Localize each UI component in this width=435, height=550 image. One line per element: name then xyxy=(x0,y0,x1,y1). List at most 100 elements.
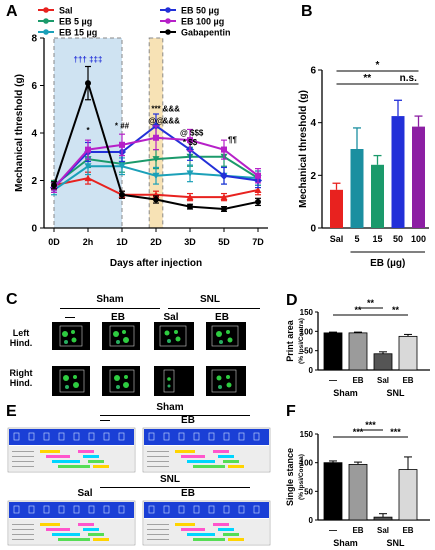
panel-e-col-4: EB xyxy=(181,488,195,499)
screen-timeline-band xyxy=(40,450,60,453)
screen-print-box xyxy=(163,505,170,514)
data-point xyxy=(221,146,227,153)
x-tick-label: — xyxy=(329,376,337,385)
bar-2 xyxy=(348,463,368,521)
annotation-9: * $$ xyxy=(183,138,198,147)
screen-timeline-band xyxy=(228,465,244,468)
data-point xyxy=(220,193,228,201)
panel-e-sham-line xyxy=(100,415,250,416)
bar-5 xyxy=(412,126,425,228)
annotation-3: * ## xyxy=(115,121,130,130)
annotation-6: @@ xyxy=(148,117,164,126)
screen-footprint-strip xyxy=(9,502,134,518)
x-tick-label: 2D xyxy=(150,237,162,247)
data-point xyxy=(119,141,125,148)
legend-swatch-marker xyxy=(165,18,171,24)
significance-label: ** xyxy=(367,298,375,308)
bar-4 xyxy=(398,335,418,371)
group-label: EB (µg) xyxy=(370,258,405,269)
gait-screen-sham-2 xyxy=(142,427,271,473)
screen-timeline-band xyxy=(228,538,244,541)
screen-timeline-band xyxy=(93,465,109,468)
screen-print-box xyxy=(58,432,65,441)
x-tick-label: 50 xyxy=(393,234,403,244)
x-tick-label: 2h xyxy=(83,237,94,247)
bar-3 xyxy=(373,516,393,521)
screen-print-box xyxy=(208,505,215,514)
y-tick-label: 0 xyxy=(31,224,37,235)
panel-e-screens-svg xyxy=(7,427,271,546)
legend-item-3: EB 15 µg xyxy=(38,28,97,38)
screen-print-box xyxy=(118,432,125,441)
screen-timeline-band xyxy=(83,455,99,458)
panel-e-group-sham: Sham xyxy=(156,402,184,413)
screen-print-box xyxy=(43,505,50,514)
annotation-4: *** xyxy=(151,105,161,114)
screen-print-box xyxy=(223,432,230,441)
y-tick-label: 2 xyxy=(31,176,37,187)
y-tick-label: 2 xyxy=(310,171,316,182)
legend-label: EB 100 µg xyxy=(181,17,224,27)
bar-4 xyxy=(391,116,405,228)
screen-timeline-band xyxy=(218,455,234,458)
y-tick-label: 4 xyxy=(31,129,37,140)
bar-1 xyxy=(323,462,343,521)
screen-timeline-band xyxy=(46,455,70,458)
screen-print-box xyxy=(58,505,65,514)
footprint-tile-sham-1-left xyxy=(52,322,90,350)
panel-e-group-snl: SNL xyxy=(160,474,180,485)
screen-print-box xyxy=(28,432,35,441)
y-tick-label: 4 xyxy=(310,118,316,129)
bar-3 xyxy=(371,164,384,228)
shaded-region-1 xyxy=(53,37,123,229)
screen-timeline-band xyxy=(213,450,229,453)
legend-item-4: EB 50 µg xyxy=(160,6,219,16)
screen-footprint-strip xyxy=(144,429,269,445)
screen-timeline-band xyxy=(58,465,90,468)
legend-label: EB 15 µg xyxy=(59,28,97,38)
x-tick-label: 100 xyxy=(411,234,426,244)
data-point xyxy=(85,80,91,87)
screen-print-box xyxy=(253,432,260,441)
footprint-tile-sham-2-left xyxy=(102,322,140,350)
panel-c-col-2: EB xyxy=(111,312,125,323)
panel-c-col-1: — xyxy=(65,312,75,323)
x-tick-label: 5 xyxy=(354,234,359,244)
y-tick-label: 0 xyxy=(309,366,314,375)
panel-c-sham-line xyxy=(60,308,160,309)
annotation-7: &&& xyxy=(163,117,181,126)
screen-timeline-band xyxy=(223,460,239,463)
screen-timeline-band xyxy=(78,450,94,453)
screen-print-box xyxy=(223,505,230,514)
data-point xyxy=(186,193,194,201)
y-axis-unit: (% Ipsi/Contra) xyxy=(298,318,305,364)
x-tick-label: EB xyxy=(402,526,413,535)
panel-e-gait-screens: Sham — EB SNL Sal EB xyxy=(0,402,282,550)
y-tick-label: 6 xyxy=(31,81,37,92)
screen-timeline-band xyxy=(181,455,205,458)
screen-print-box xyxy=(88,505,95,514)
panel-c-group-sham: Sham xyxy=(96,294,124,305)
x-axis-title: Days after injection xyxy=(110,258,202,269)
screen-timeline-band xyxy=(52,460,80,463)
group-label-1: Sham xyxy=(333,538,358,548)
screen-print-box xyxy=(163,432,170,441)
screen-timeline-band xyxy=(40,523,60,526)
screen-print-box xyxy=(103,505,110,514)
screen-timeline-band xyxy=(187,460,215,463)
screen-print-box xyxy=(148,505,155,514)
legend-swatch-marker xyxy=(165,7,171,13)
screen-print-box xyxy=(178,432,185,441)
panel-c-group-snl: SNL xyxy=(200,294,220,305)
screen-print-box xyxy=(73,505,80,514)
gait-screen-snl-2 xyxy=(142,500,271,546)
significance-label: n.s. xyxy=(400,73,417,84)
legend-swatch-marker xyxy=(43,7,49,13)
y-axis-title: Mechanical threshold (g) xyxy=(298,90,309,208)
screen-timeline-band xyxy=(88,460,104,463)
screen-timeline-band xyxy=(175,450,195,453)
footprint-tile-snl-1-right xyxy=(154,366,194,396)
bar-3 xyxy=(373,353,393,371)
significance-label: *** xyxy=(390,427,401,437)
x-tick-label: 5D xyxy=(218,237,230,247)
